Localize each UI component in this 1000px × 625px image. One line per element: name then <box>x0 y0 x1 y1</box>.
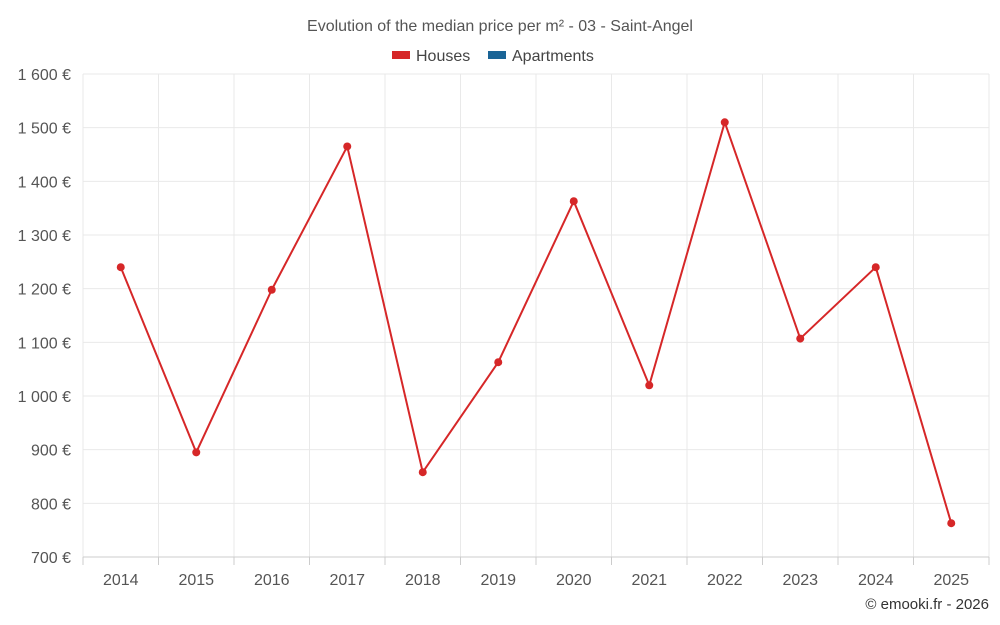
legend-item-houses[interactable]: Houses <box>392 48 470 65</box>
y-tick-label: 700 € <box>31 550 71 567</box>
data-point[interactable] <box>116 263 125 272</box>
x-tick-label: 2022 <box>707 572 743 589</box>
legend: Houses Apartments <box>392 48 594 65</box>
y-tick-label: 800 € <box>31 496 71 513</box>
data-point[interactable] <box>947 519 956 528</box>
data-point[interactable] <box>418 468 427 477</box>
grid <box>82 73 990 557</box>
x-tick-label: 2023 <box>782 572 818 589</box>
series-line <box>119 121 953 524</box>
x-tick-label: 2024 <box>858 572 894 589</box>
x-tick-label: 2021 <box>631 572 667 589</box>
legend-label-apartments: Apartments <box>512 48 594 65</box>
legend-swatch-apartments <box>488 51 506 59</box>
x-tick-label: 2019 <box>480 572 516 589</box>
x-tick-label: 2016 <box>254 572 290 589</box>
y-axis-ticks: 700 € 800 € 900 € 1 000 € 1 100 € 1 200 € 1 30… <box>18 67 71 567</box>
legend-swatch-houses <box>392 51 410 59</box>
y-tick-label: 1 500 € <box>18 121 71 138</box>
legend-label-houses: Houses <box>416 48 470 65</box>
y-tick-label: 1 000 € <box>18 389 71 406</box>
x-tick-label: 2017 <box>329 572 365 589</box>
data-point[interactable] <box>569 197 578 206</box>
data-point[interactable] <box>343 142 352 151</box>
x-tick-label: 2015 <box>178 572 214 589</box>
data-point[interactable] <box>192 448 201 457</box>
data-point[interactable] <box>871 263 880 272</box>
x-tick-label: 2020 <box>556 572 592 589</box>
data-point[interactable] <box>494 358 503 367</box>
axes <box>82 556 990 565</box>
series-houses <box>116 118 956 528</box>
y-tick-label: 1 600 € <box>18 67 71 84</box>
y-tick-label: 1 200 € <box>18 282 71 299</box>
data-point[interactable] <box>645 381 654 390</box>
y-tick-label: 900 € <box>31 443 71 460</box>
y-tick-label: 1 400 € <box>18 174 71 191</box>
y-tick-label: 1 100 € <box>18 335 71 352</box>
x-tick-label: 2025 <box>933 572 969 589</box>
credit-text: © emooki.fr - 2026 <box>865 596 989 613</box>
data-point[interactable] <box>720 118 729 127</box>
x-tick-label: 2018 <box>405 572 441 589</box>
y-tick-label: 1 300 € <box>18 228 71 245</box>
data-point[interactable] <box>267 285 276 294</box>
chart-title: Evolution of the median price per m² - 0… <box>307 18 693 35</box>
x-tick-label: 2014 <box>103 572 139 589</box>
x-axis-ticks: 2014 2015 2016 2017 2018 2019 2020 2021 2022 2023… <box>103 572 969 589</box>
legend-item-apartments[interactable]: Apartments <box>488 48 594 65</box>
data-point[interactable] <box>796 334 805 343</box>
